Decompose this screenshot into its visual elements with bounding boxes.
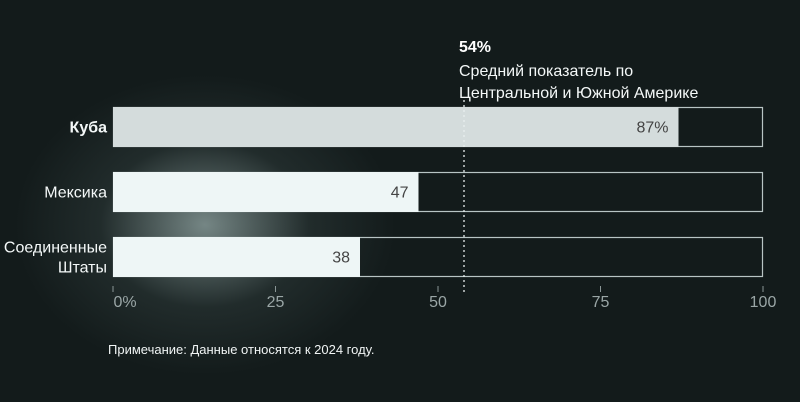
bar	[113, 237, 360, 277]
data-label: 47	[391, 185, 409, 202]
x-tick-label: 25	[267, 294, 285, 311]
category-label: Куба	[70, 120, 108, 137]
x-tick-label: 50	[429, 294, 447, 311]
category-label: Соединенные	[4, 240, 107, 257]
reference-annotation: Средний показатель по	[459, 63, 633, 80]
category-label: Мексика	[44, 185, 107, 202]
category-label: Штаты	[58, 260, 107, 277]
x-tick-label: 0%	[113, 294, 136, 311]
data-label: 38	[332, 250, 350, 267]
data-label: 87%	[636, 120, 668, 137]
chart-note: Примечание: Данные относятся к 2024 году…	[108, 342, 375, 357]
reference-annotation: Центральной и Южной Америке	[459, 85, 698, 102]
reference-value-label: 54%	[459, 39, 491, 56]
x-tick-label: 75	[592, 294, 610, 311]
bar	[113, 172, 419, 212]
x-tick-label: 100	[750, 294, 777, 311]
bar	[113, 107, 679, 147]
